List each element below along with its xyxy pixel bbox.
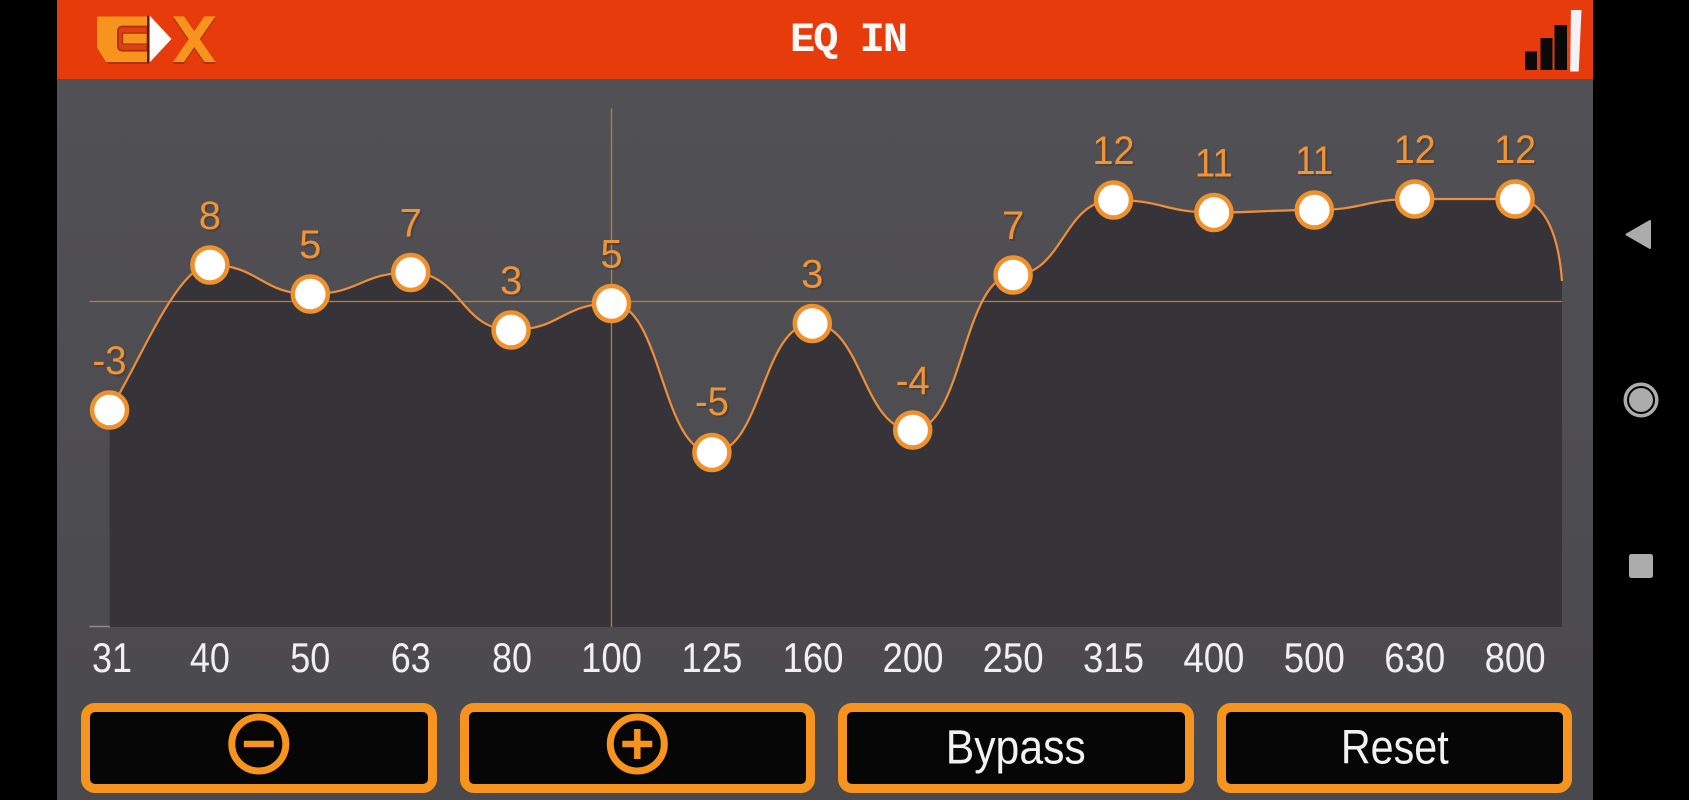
svg-text:630: 630 [1384,634,1445,681]
svg-text:80: 80 [492,634,532,681]
svg-text:5: 5 [301,225,323,269]
svg-text:7: 7 [400,202,422,246]
svg-text:160: 160 [783,634,844,681]
svg-text:11: 11 [1195,142,1233,186]
svg-text:500: 500 [1284,634,1345,681]
svg-text:7: 7 [1004,206,1026,250]
svg-text:5: 5 [299,223,321,267]
svg-text:8: 8 [201,196,223,240]
svg-text:7: 7 [402,204,424,248]
svg-text:-5: -5 [695,380,729,424]
svg-text:31: 31 [92,634,132,681]
svg-text:8: 8 [199,194,221,238]
svg-text:3: 3 [803,255,825,299]
svg-text:3: 3 [500,259,522,303]
svg-text:315: 315 [1083,634,1144,681]
svg-text:12: 12 [1494,128,1536,172]
svg-text:125: 125 [681,634,742,681]
svg-text:7: 7 [1002,204,1024,248]
svg-text:3: 3 [502,261,524,305]
svg-text:800: 800 [1485,634,1546,681]
svg-text:200: 200 [883,634,944,681]
svg-text:12: 12 [1496,130,1538,174]
svg-text:63: 63 [391,634,431,681]
svg-text:3: 3 [801,253,823,297]
svg-text:5: 5 [600,233,622,277]
svg-text:-4: -4 [898,361,932,405]
svg-text:250: 250 [983,634,1044,681]
svg-text:100: 100 [581,634,642,681]
svg-text:5: 5 [602,235,624,279]
svg-text:12: 12 [1093,129,1135,173]
svg-text:400: 400 [1183,634,1244,681]
svg-text:50: 50 [290,634,330,681]
svg-text:-5: -5 [697,382,731,426]
svg-text:-3: -3 [93,339,127,383]
svg-text:-3: -3 [95,341,129,385]
svg-text:40: 40 [190,634,230,681]
svg-text:12: 12 [1095,131,1137,175]
svg-text:-4: -4 [896,359,930,403]
svg-text:11: 11 [1297,141,1335,185]
svg-text:11: 11 [1295,139,1333,183]
svg-text:12: 12 [1396,130,1438,174]
svg-text:11: 11 [1197,144,1235,188]
svg-text:12: 12 [1394,128,1436,172]
